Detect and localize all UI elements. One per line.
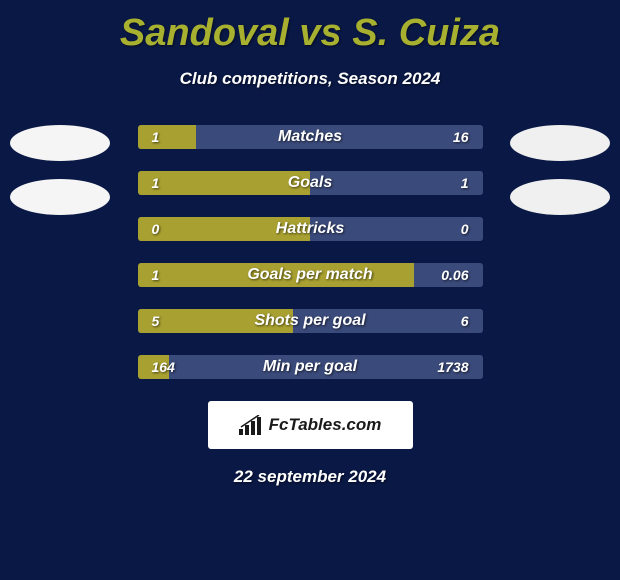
player2-value: 16 [453,129,469,145]
stat-label: Goals [288,174,332,192]
player2-value: 6 [461,313,469,329]
chart-icon [239,415,263,435]
stat-bar: 164 1738 Min per goal [138,355,483,379]
date-label: 22 september 2024 [0,467,620,487]
bar-container: 1 16 Matches 1 1 Goals 0 0 Hattricks 1 0.06 Goals p… [138,125,483,379]
player1-value: 5 [152,313,160,329]
stat-bar: 5 6 Shots per goal [138,309,483,333]
player1-value: 1 [152,175,160,191]
stat-label: Matches [278,128,342,146]
player1-fill [138,171,311,195]
stat-bar: 1 16 Matches [138,125,483,149]
player1-avatar [10,179,110,215]
player1-avatar [10,125,110,161]
page-title: Sandoval vs S. Cuiza [0,0,620,55]
player2-fill [310,171,483,195]
player2-value: 1 [461,175,469,191]
player2-value: 1738 [437,359,468,375]
stat-label: Hattricks [276,220,344,238]
player1-value: 1 [152,267,160,283]
stat-bar: 1 0.06 Goals per match [138,263,483,287]
player2-value: 0.06 [441,267,468,283]
stat-label: Shots per goal [254,312,365,330]
player2-avatar [510,125,610,161]
player2-avatar [510,179,610,215]
stat-bar: 0 0 Hattricks [138,217,483,241]
player1-value: 164 [152,359,175,375]
logo-text: FcTables.com [269,415,382,435]
player1-fill [138,125,197,149]
logo-badge: FcTables.com [208,401,413,449]
player2-value: 0 [461,221,469,237]
comparison-chart: 1 16 Matches 1 1 Goals 0 0 Hattricks 1 0.06 Goals p… [0,125,620,379]
stat-bar: 1 1 Goals [138,171,483,195]
stat-label: Min per goal [263,358,357,376]
stat-label: Goals per match [247,266,372,284]
subtitle: Club competitions, Season 2024 [0,69,620,89]
player1-value: 0 [152,221,160,237]
player1-value: 1 [152,129,160,145]
